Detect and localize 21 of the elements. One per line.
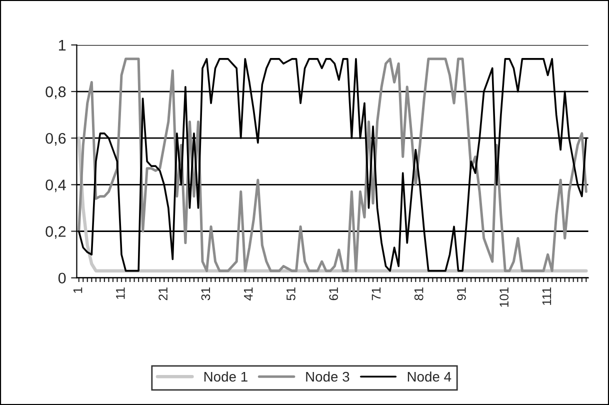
x-tick-label: 11	[116, 287, 125, 299]
legend-label: Node 4	[408, 371, 452, 382]
x-tick-label: 31	[201, 287, 210, 300]
y-tick-label: 0,8	[46, 86, 66, 100]
x-tick-label: 21	[158, 287, 168, 300]
x-tick-label: 41	[244, 287, 253, 300]
y-tick-label: 0	[58, 272, 66, 284]
y-tick-label: 0,6	[46, 132, 66, 146]
x-tick-label: 101	[500, 287, 509, 307]
x-tick-label: 61	[329, 287, 338, 300]
y-tick-label: 0,4	[46, 180, 66, 192]
x-tick-label: 111	[542, 287, 552, 305]
x-tick-label: 51	[286, 287, 296, 300]
legend-label: Node 1	[204, 371, 248, 382]
legend-label: Node 3	[306, 371, 350, 382]
x-tick-label: 71	[372, 287, 381, 300]
x-tick-label: 1	[74, 287, 82, 293]
x-tick-label: 81	[414, 287, 424, 300]
x-tick-label: 91	[457, 287, 466, 300]
y-tick-label: 0,2	[46, 226, 66, 239]
y-tick-label: 1	[58, 40, 66, 50]
